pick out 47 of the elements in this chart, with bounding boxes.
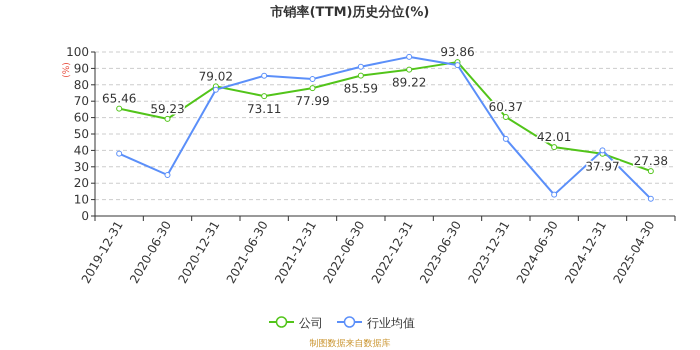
y-tick-label: 10 (74, 192, 89, 207)
point (164, 116, 170, 122)
data-label: 42.01 (536, 130, 572, 144)
y-tick-label: 20 (74, 176, 89, 190)
point (406, 54, 412, 60)
y-axis-title: (%) (62, 62, 72, 78)
data-label: 93.86 (440, 45, 475, 60)
chart-title: 市销率(TTM)历史分位(%) (270, 4, 430, 20)
point (212, 86, 219, 93)
point (502, 114, 509, 120)
legend-label: 行业均值 (367, 316, 415, 330)
data-label: 27.38 (634, 154, 668, 168)
y-tick-label: 90 (74, 61, 89, 76)
data-label: 73.11 (246, 102, 282, 116)
y-tick-label: 40 (74, 143, 89, 158)
point (116, 106, 122, 112)
point (551, 144, 558, 150)
point (358, 64, 364, 70)
point (358, 72, 364, 79)
data-label: 77.99 (295, 94, 330, 108)
data-label: 65.46 (102, 92, 136, 106)
point (116, 150, 122, 157)
y-tick-label: 100 (66, 45, 89, 59)
y-tick-label: 50 (74, 127, 89, 141)
point (648, 196, 654, 202)
point (454, 62, 460, 68)
point (551, 192, 558, 198)
point (310, 85, 316, 92)
y-tick-label: 0 (81, 209, 89, 223)
point (406, 66, 412, 73)
point (502, 136, 509, 142)
y-tick-label: 80 (74, 78, 89, 92)
point (261, 93, 268, 100)
y-tick-label: 30 (74, 160, 89, 174)
point (310, 76, 316, 82)
point (261, 72, 268, 79)
data-label: 79.02 (198, 69, 234, 84)
y-tick-label: 60 (74, 110, 89, 125)
data-label: 37.97 (585, 160, 620, 174)
point (164, 172, 170, 178)
point (600, 147, 606, 154)
y-tick-label: 70 (74, 94, 89, 108)
text: 制图数据来自数据库 (310, 338, 390, 349)
data-label: 89.22 (392, 76, 426, 90)
legend-label: 公司 (299, 316, 323, 330)
data-label: 85.59 (344, 82, 378, 96)
point (648, 168, 654, 174)
